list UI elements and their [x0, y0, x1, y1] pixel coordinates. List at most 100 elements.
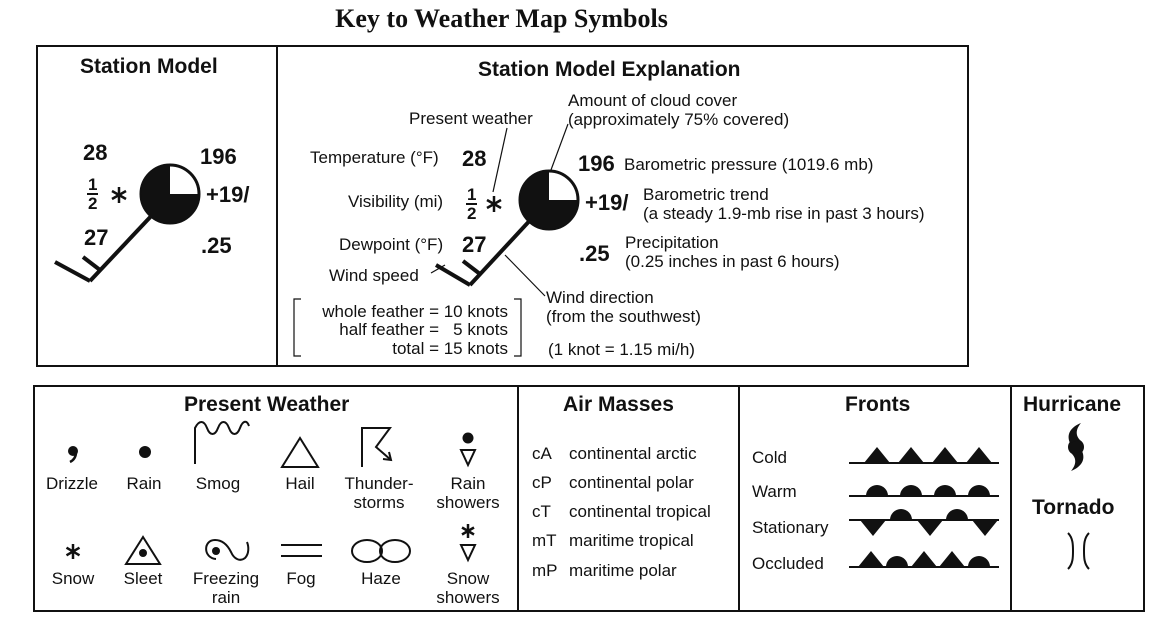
- explanation-visibility-den: 2: [467, 204, 477, 223]
- smog-icon: [194, 420, 250, 464]
- fog-label: Fog: [286, 569, 316, 588]
- stationary-front-icon: [849, 509, 999, 536]
- snow-showers-label-2: showers: [436, 588, 500, 607]
- explanation-precip: .25: [579, 241, 610, 266]
- trend-label: Barometric trend: [643, 185, 769, 204]
- freezing-rain-label-1: Freezing: [192, 569, 260, 588]
- snow-showers-label-1: Snow: [446, 569, 490, 588]
- rain-showers-icon: [459, 432, 477, 468]
- station-trend: +19/: [206, 182, 250, 207]
- freezing-rain-icon: [205, 538, 250, 561]
- air-mass-code: mP: [532, 561, 558, 580]
- snow-label: Snow: [51, 569, 95, 588]
- rain-showers-label-2: showers: [436, 493, 500, 512]
- precip-label: Precipitation: [625, 233, 719, 252]
- thunderstorm-icon: [361, 427, 393, 467]
- wind-direction-label: Wind direction: [546, 288, 654, 307]
- freezing-rain-label-2: rain: [211, 588, 241, 607]
- air-mass-name: maritime polar: [569, 561, 677, 580]
- station-model-panel: [36, 45, 969, 367]
- hurricane-header: Hurricane: [1023, 393, 1122, 416]
- temperature-label: Temperature (°F): [310, 148, 439, 167]
- fog-icon: [281, 544, 322, 557]
- panel-divider: [517, 385, 519, 612]
- drizzle-icon: [68, 446, 78, 464]
- station-dewpoint: 27: [84, 225, 109, 250]
- station-snow-icon: [111, 187, 127, 203]
- explanation-snow-icon: [486, 196, 502, 212]
- drizzle-label: Drizzle: [46, 474, 98, 493]
- present-weather-header: Present Weather: [184, 393, 350, 416]
- cloud-cover-detail: (approximately 75% covered): [568, 110, 790, 129]
- air-mass-code: cA: [532, 444, 552, 463]
- air-mass-name: continental tropical: [569, 502, 711, 521]
- thunderstorm-label-1: Thunder-: [344, 474, 414, 493]
- explanation-temperature: 28: [462, 146, 487, 171]
- snow-showers-icon: [459, 524, 477, 563]
- haze-icon: [351, 539, 411, 563]
- trend-detail: (a steady 1.9-mb rise in past 3 hours): [643, 204, 925, 223]
- pressure-label: Barometric pressure (1019.6 mb): [624, 155, 874, 174]
- warm-front-label: Warm: [752, 482, 797, 501]
- air-masses-header: Air Masses: [563, 393, 674, 416]
- explanation-station-circle-icon: [293, 123, 580, 357]
- sleet-icon: [124, 535, 162, 565]
- explanation-dewpoint: 27: [462, 232, 487, 257]
- occluded-front-label: Occluded: [752, 554, 824, 573]
- panel-divider: [1010, 385, 1012, 612]
- station-temperature: 28: [83, 140, 108, 165]
- station-visibility-den: 2: [88, 194, 98, 213]
- dewpoint-label: Dewpoint (°F): [339, 235, 444, 254]
- present-weather-label: Present weather: [409, 109, 533, 128]
- explanation-trend: +19/: [585, 190, 629, 215]
- smog-label: Smog: [195, 474, 241, 493]
- panel-divider: [738, 385, 740, 612]
- precip-detail: (0.25 inches in past 6 hours): [625, 252, 840, 271]
- knot-conversion: (1 knot = 1.15 mi/h): [548, 340, 695, 359]
- air-mass-name: continental polar: [569, 473, 694, 492]
- explanation-header: Station Model Explanation: [478, 58, 741, 81]
- air-mass-name: continental arctic: [569, 444, 697, 463]
- station-model-header: Station Model: [80, 55, 218, 78]
- station-visibility-num: 1: [87, 175, 99, 195]
- snow-icon: [65, 544, 81, 559]
- cold-front-icon: [849, 447, 999, 464]
- air-mass-code: cT: [532, 502, 551, 521]
- cold-front-label: Cold: [752, 448, 787, 467]
- panel-divider: [276, 45, 278, 367]
- wind-direction-detail: (from the southwest): [546, 307, 701, 326]
- wind-speed-label: Wind speed: [329, 266, 419, 285]
- rain-showers-label-1: Rain: [450, 474, 486, 493]
- cloud-cover-label: Amount of cloud cover: [568, 91, 738, 110]
- explanation-pressure: 196: [578, 151, 615, 176]
- sleet-label: Sleet: [123, 569, 163, 588]
- station-pressure: 196: [200, 144, 237, 169]
- page-title: Key to Weather Map Symbols: [335, 4, 668, 33]
- air-mass-code: cP: [532, 473, 552, 492]
- knots-half-feather: half feather = 5 knots: [339, 320, 508, 339]
- knots-whole-feather: whole feather = 10 knots: [322, 302, 508, 321]
- warm-front-icon: [849, 485, 999, 497]
- hurricane-icon: [1068, 423, 1084, 471]
- air-mass-code: mT: [532, 531, 557, 550]
- station-model-circle-icon: [54, 163, 201, 283]
- station-precip: .25: [201, 233, 232, 258]
- visibility-label: Visibility (mi): [348, 192, 444, 211]
- occluded-front-icon: [849, 551, 999, 568]
- hail-icon: [280, 436, 320, 468]
- explanation-visibility-num: 1: [466, 185, 478, 205]
- thunderstorm-label-2: storms: [353, 493, 405, 512]
- air-mass-name: maritime tropical: [569, 531, 694, 550]
- hail-label: Hail: [285, 474, 315, 493]
- rain-label: Rain: [126, 474, 162, 493]
- haze-label: Haze: [361, 569, 401, 588]
- stationary-front-label: Stationary: [752, 518, 829, 537]
- tornado-header: Tornado: [1032, 496, 1115, 519]
- knots-total: total = 15 knots: [392, 339, 508, 358]
- tornado-icon: [1067, 532, 1090, 570]
- fronts-header: Fronts: [845, 393, 911, 416]
- rain-icon: [139, 446, 151, 458]
- symbols-panel: [33, 385, 1145, 612]
